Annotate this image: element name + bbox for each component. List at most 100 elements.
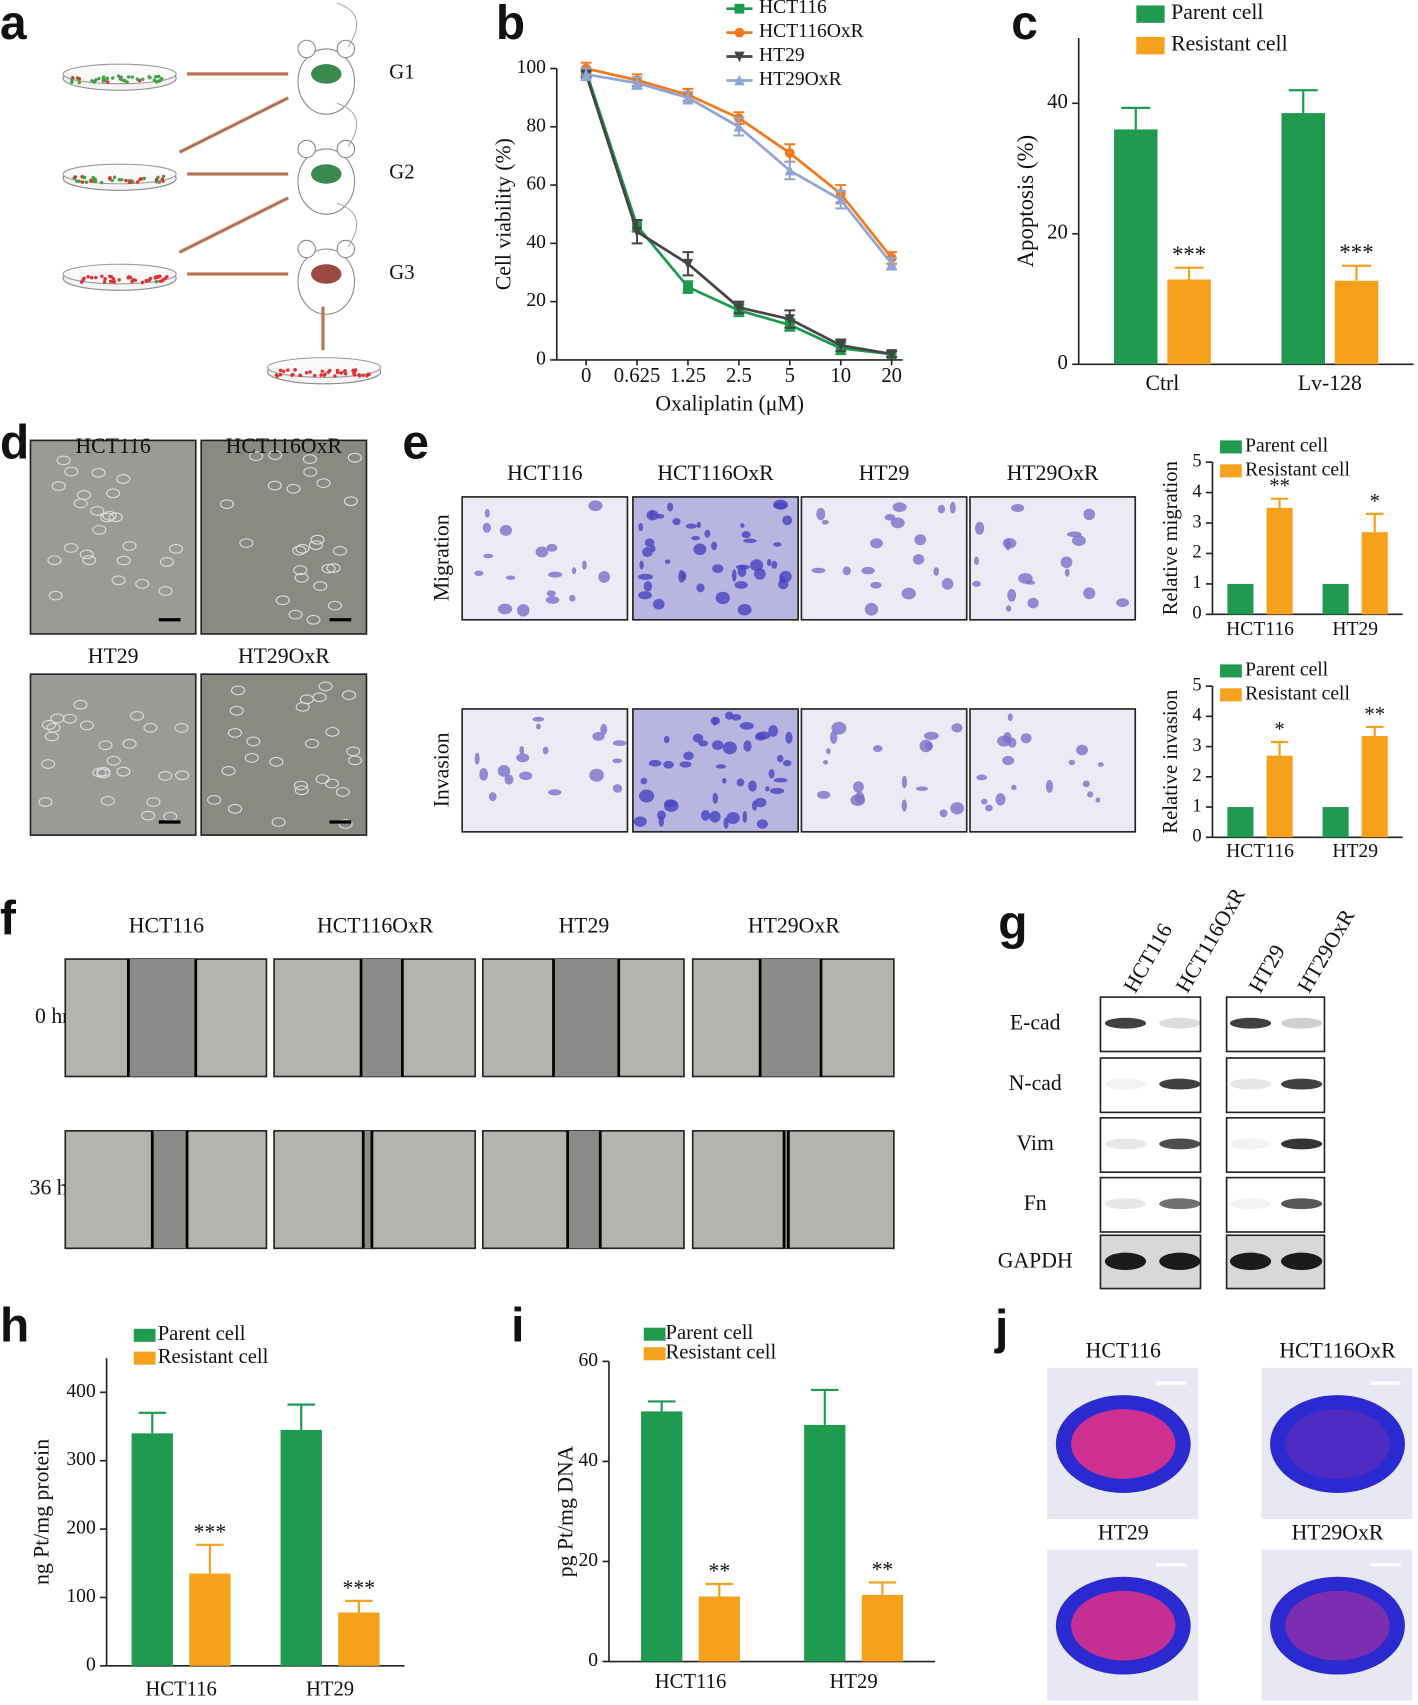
stained-cell (914, 534, 927, 546)
cell-shape (100, 796, 115, 806)
stained-cell (779, 570, 792, 583)
cell-dot (353, 368, 358, 372)
significance: *** (1339, 240, 1373, 265)
stained-cell (901, 799, 908, 812)
bar (1322, 583, 1349, 615)
platinum-signal (1285, 1409, 1390, 1479)
line (585, 72, 893, 265)
nucleus (1270, 1395, 1405, 1493)
y-axis-label: Cell viability (%) (492, 138, 516, 290)
cell-dot (326, 370, 331, 374)
stained-cell (546, 590, 556, 597)
error-bar (705, 1582, 734, 1597)
cell-label: HCT116 (75, 434, 150, 458)
cell-dot (124, 178, 128, 183)
legend-label: Parent cell (1245, 659, 1329, 680)
panel-letter: e (402, 416, 429, 469)
cell-shape (293, 565, 308, 576)
stained-cell (748, 780, 757, 792)
band (1159, 1198, 1201, 1210)
cell-shape (174, 722, 189, 733)
band (1280, 1252, 1323, 1271)
x-tick-label: 0 (581, 365, 591, 387)
mouse-ear (336, 239, 356, 259)
stained-cell (884, 514, 896, 521)
cell-dot (144, 279, 148, 283)
arrow-core (179, 197, 289, 253)
cell-dot (140, 77, 145, 82)
panel-letter: h (0, 1299, 29, 1352)
cell-shape (41, 720, 56, 730)
stained-cell (712, 564, 724, 573)
cell-dot (108, 279, 113, 284)
row-label: N-cad (1009, 1071, 1062, 1095)
legend-swatch (1136, 36, 1165, 55)
marker (733, 121, 745, 132)
cell-shape (116, 555, 131, 566)
mouse-ear (297, 139, 316, 159)
cell-shape (306, 614, 321, 625)
stained-cell (890, 517, 905, 529)
cell-shape (82, 555, 97, 566)
stained-cell (612, 784, 623, 793)
cell-shape (303, 467, 318, 477)
stained-cell (731, 569, 737, 582)
y-tick-label: 80 (526, 115, 546, 136)
stained-cell (667, 502, 674, 512)
y-tick-label: 0 (86, 1654, 96, 1675)
panel-letter: j (994, 1302, 1008, 1355)
y-tick-label: 1 (1192, 795, 1201, 815)
stained-cell (1083, 508, 1096, 521)
cell-shape (116, 474, 131, 484)
error-bar (1270, 740, 1289, 756)
cell-dot (112, 280, 116, 284)
cell-shape (321, 563, 336, 574)
stained-cell (638, 523, 644, 532)
mouse-ear (297, 39, 316, 59)
stained-cell (1060, 556, 1073, 569)
stained-cell (821, 519, 829, 525)
y-tick-label: 4 (1192, 481, 1201, 501)
generation-label: G3 (389, 262, 414, 284)
cell-shape (38, 797, 53, 807)
band (1104, 1198, 1147, 1210)
legend-label: Parent cell (158, 1323, 246, 1345)
cell-dot (100, 274, 104, 278)
error-bar (1288, 89, 1318, 114)
stained-cell (589, 768, 604, 782)
panel-letter: i (511, 1299, 524, 1352)
stained-cell (542, 746, 549, 755)
error-bar (1366, 512, 1384, 533)
stained-cell (1064, 568, 1070, 577)
stained-cell (644, 538, 655, 548)
marker (682, 92, 694, 103)
scratch-image (273, 1130, 477, 1250)
error-bar (138, 1411, 167, 1434)
y-tick-label: 0 (1192, 603, 1201, 623)
cell-dot (84, 180, 89, 184)
error-bar (868, 1581, 897, 1595)
cell-shape (294, 572, 309, 583)
cell-dot (298, 373, 303, 378)
stained-cell (901, 775, 908, 789)
cell-shape (44, 731, 59, 742)
cell-dot (89, 179, 93, 183)
y-tick-label: 40 (526, 232, 546, 253)
blot (1099, 1117, 1202, 1174)
cell-dot (339, 371, 343, 375)
stained-cell (519, 745, 525, 755)
stained-cell (768, 769, 775, 779)
stained-cell (776, 754, 784, 763)
y-tick-label: 40 (1047, 91, 1068, 113)
cell-shape (231, 685, 246, 696)
stained-cell (693, 543, 707, 556)
y-tick-label: 60 (526, 174, 546, 195)
band (1229, 1017, 1272, 1029)
cell-dot (157, 180, 162, 184)
stained-cell (1087, 791, 1094, 798)
error-bar (1270, 497, 1289, 508)
stained-cell (712, 792, 719, 805)
cell-dot (89, 276, 94, 280)
stained-cell (1027, 597, 1039, 609)
cell-dot (112, 175, 117, 179)
